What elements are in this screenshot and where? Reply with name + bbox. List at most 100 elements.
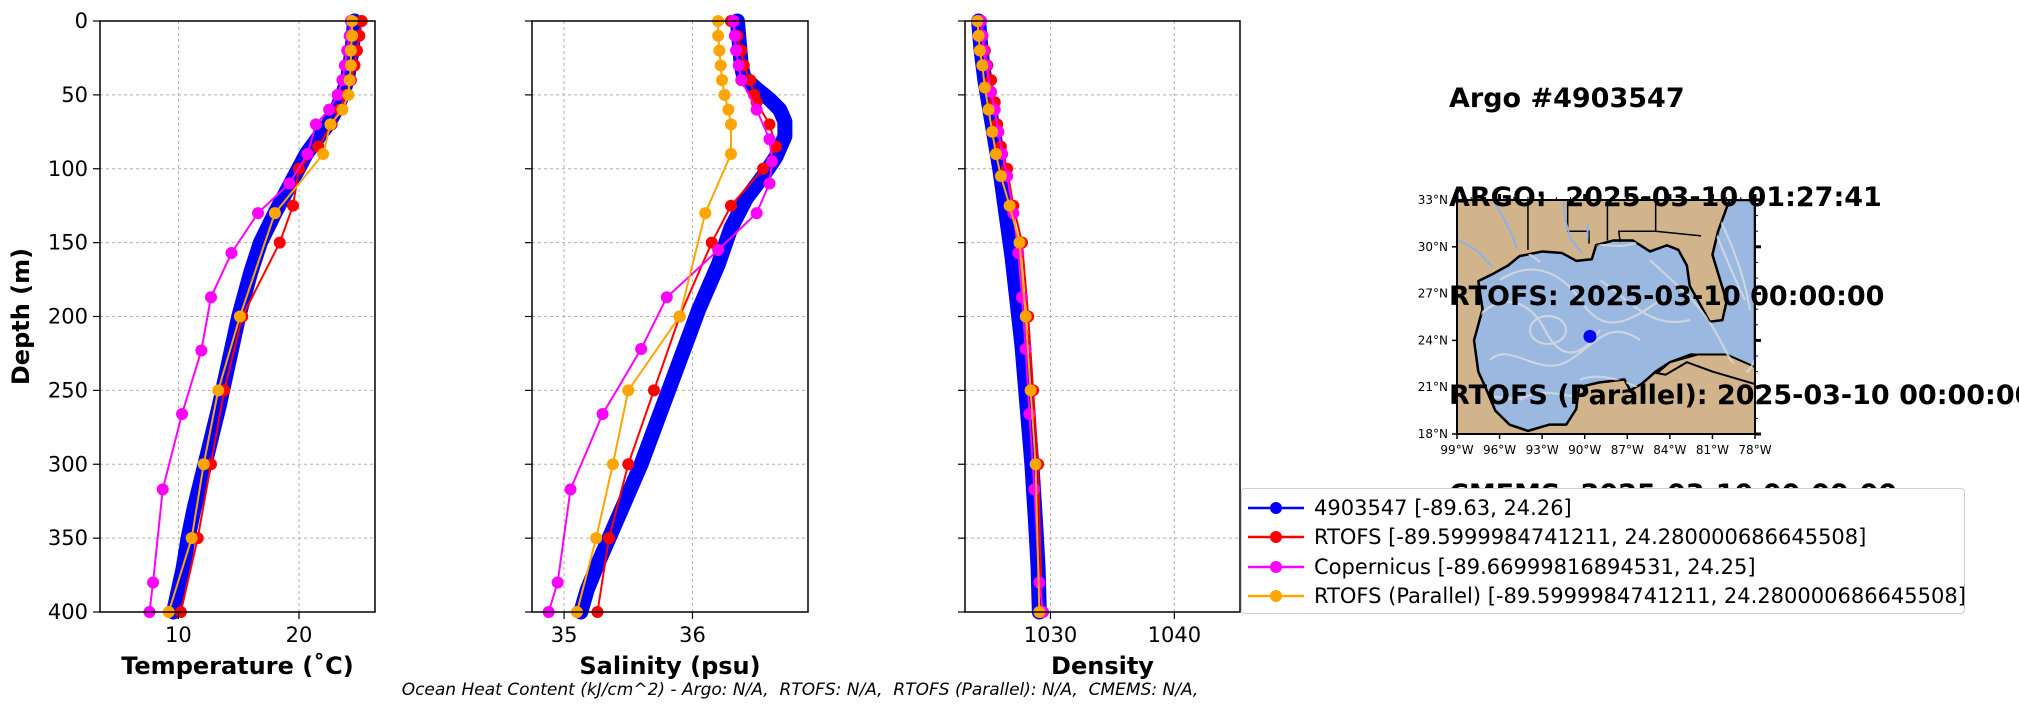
legend-swatch-copernicus — [1246, 557, 1306, 577]
legend-label-rtofs: RTOFS [-89.5999984741211, 24.28000068664… — [1314, 525, 1867, 550]
temperature-point-rtofs-parallel — [342, 88, 355, 101]
legend-entry-rtofs: RTOFS [-89.5999984741211, 24.28000068664… — [1242, 523, 1964, 553]
salinity-point-copernicus — [564, 483, 577, 496]
depth-tick-label: 350 — [48, 526, 88, 550]
salinity-point-rtofs-parallel — [590, 532, 603, 545]
map-lon-label: 78°W — [1738, 443, 1771, 457]
salinity-point-rtofs-parallel — [622, 384, 635, 397]
density-point-copernicus — [1023, 408, 1036, 421]
depth-tick-label: 150 — [48, 231, 88, 255]
temperature-point-copernicus — [323, 103, 336, 116]
salinity-point-rtofs — [744, 74, 757, 87]
temperature-point-copernicus — [147, 576, 160, 589]
salinity-point-rtofs — [724, 199, 737, 212]
salinity-xtick-label: 36 — [679, 623, 706, 647]
temperature-point-copernicus — [204, 291, 217, 304]
current-streamline — [1474, 300, 1601, 354]
density-point-rtofs-parallel — [986, 125, 999, 138]
depth-tick-label: 250 — [48, 378, 88, 402]
density-point-rtofs-parallel — [994, 170, 1007, 183]
density-xtick-label: 1030 — [1024, 623, 1077, 647]
temperature-point-copernicus — [156, 483, 169, 496]
salinity-point-copernicus — [763, 133, 776, 146]
map-lat-label: 18°N — [1418, 427, 1448, 441]
temperature-point-rtofs-parallel — [346, 29, 359, 42]
legend-swatch-rtofs-parallel — [1246, 586, 1306, 606]
density-point-copernicus — [1028, 483, 1041, 496]
salinity-point-rtofs-parallel — [722, 103, 735, 116]
temperature-point-rtofs — [273, 236, 286, 249]
legend-label-copernicus: Copernicus [-89.66999816894531, 24.25] — [1314, 554, 1756, 579]
density-point-copernicus — [1015, 291, 1028, 304]
density-point-copernicus — [1019, 343, 1032, 356]
current-streamline — [1499, 268, 1661, 324]
temperature-point-copernicus — [331, 88, 344, 101]
temperature-point-copernicus — [176, 408, 189, 421]
state-border — [1655, 230, 1702, 237]
salinity-point-rtofs-parallel — [724, 147, 737, 160]
map-lat-label: 27°N — [1418, 287, 1448, 301]
temperature-point-copernicus — [309, 118, 322, 131]
salinity-panel: 35 36 Salinity (psu) — [525, 13, 809, 680]
map-lon-label: 90°W — [1568, 443, 1601, 457]
map-lat-label: 33°N — [1418, 193, 1448, 207]
legend-entry-argo: 4903547 [-89.63, 24.26] — [1242, 493, 1964, 523]
density-point-rtofs-parallel — [972, 29, 985, 42]
map-lon-label: 84°W — [1653, 443, 1686, 457]
map-lon-label: 93°W — [1526, 443, 1559, 457]
salinity-point-rtofs — [757, 162, 770, 175]
river — [1457, 238, 1494, 268]
salinity-point-copernicus — [596, 408, 609, 421]
legend-entry-copernicus: Copernicus [-89.66999816894531, 24.25] — [1242, 552, 1964, 582]
salinity-point-rtofs — [763, 118, 776, 131]
temperature-point-rtofs — [286, 199, 299, 212]
salinity-point-copernicus — [728, 29, 741, 42]
density-point-rtofs-parallel — [1019, 310, 1032, 323]
depth-tick-label: 200 — [48, 305, 88, 329]
current-streamline — [1528, 314, 1568, 346]
salinity-axis-label: Salinity (psu) — [579, 652, 760, 680]
density-point-rtofs-parallel — [1003, 199, 1016, 212]
salinity-point-copernicus — [730, 44, 743, 57]
density-point-rtofs-parallel — [989, 147, 1002, 160]
map-lat-label: 21°N — [1418, 380, 1448, 394]
salinity-point-copernicus — [551, 576, 564, 589]
map-lon-label: 99°W — [1440, 443, 1473, 457]
density-point-copernicus — [1012, 246, 1025, 259]
density-axes-frame — [964, 20, 1241, 613]
salinity-point-rtofs-parallel — [718, 88, 731, 101]
density-xtick-label: 1040 — [1148, 623, 1201, 647]
salinity-point-rtofs — [622, 458, 635, 471]
legend-line-marker — [1248, 501, 1304, 514]
density-point-rtofs-parallel — [982, 103, 995, 116]
ocean-heat-content-caption: Ocean Heat Content (kJ/cm^2) - Argo: N/A… — [401, 680, 1199, 700]
depth-tick-label: 100 — [48, 157, 88, 181]
density-axis-label: Density — [1051, 652, 1154, 680]
info-line-argo-time: ARGO: 2025-03-10 01:27:41 — [1449, 182, 1882, 213]
current-streamline — [1489, 330, 1641, 367]
salinity-point-rtofs — [603, 532, 616, 545]
temperature-point-copernicus — [195, 344, 208, 357]
density-point-rtofs-parallel — [1013, 236, 1026, 249]
temperature-xtick-label: 10 — [165, 623, 192, 647]
salinity-point-rtofs-parallel — [715, 74, 728, 87]
temperature-point-copernicus — [301, 147, 314, 160]
salinity-point-rtofs-parallel — [673, 310, 686, 323]
legend-line-marker — [1248, 590, 1304, 603]
info-line-rtofs-parallel-time: RTOFS (Parallel): 2025-03-10 00:00:00 — [1449, 380, 2019, 411]
legend-entry-rtofs-parallel: RTOFS (Parallel) [-89.5999984741211, 24.… — [1242, 582, 1966, 612]
density-point-rtofs-parallel — [973, 44, 986, 57]
state-border — [1566, 200, 1590, 244]
temperature-point-rtofs-parallel — [344, 44, 357, 57]
temperature-point-rtofs-parallel — [324, 118, 337, 131]
depth-tick-label: 50 — [61, 83, 88, 107]
salinity-point-rtofs — [647, 384, 660, 397]
info-line-rtofs-time: RTOFS: 2025-03-10 00:00:00 — [1449, 281, 1885, 312]
map-frame — [1456, 199, 1756, 435]
temperature-xtick-label: 20 — [286, 623, 313, 647]
depth-axis-label: Depth (m) — [7, 248, 35, 385]
density-point-rtofs-parallel — [1029, 458, 1042, 471]
legend: 4903547 [-89.63, 24.26] RTOFS [-89.59999… — [1241, 488, 1966, 614]
temperature-point-rtofs-parallel — [344, 59, 357, 72]
